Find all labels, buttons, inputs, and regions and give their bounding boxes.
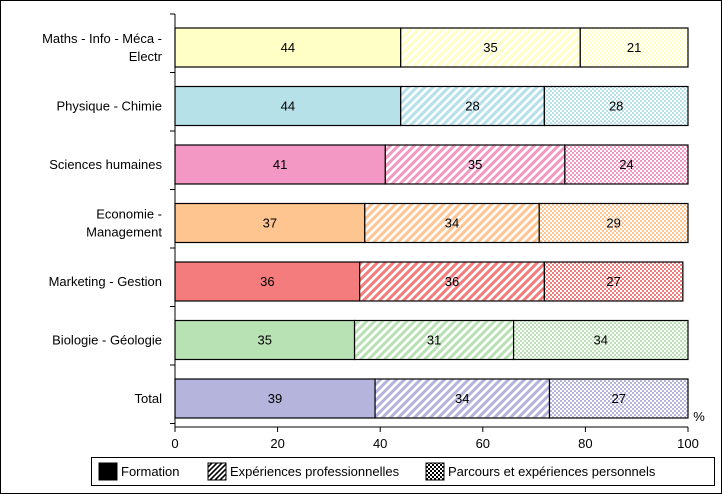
bar-segment: [374, 378, 551, 419]
x-tick-label: 0: [171, 436, 178, 451]
category-label: Maths - Info - Méca -: [42, 31, 162, 46]
legend-swatch: [207, 462, 227, 481]
legend: Formation Expériences professionnelles Par…: [91, 457, 715, 486]
bar-value-label: 29: [606, 216, 620, 231]
bar-value-label: 44: [281, 99, 295, 114]
bar-segment: [174, 144, 386, 185]
bar-segment: [400, 85, 545, 127]
bar-value-label: 28: [609, 99, 623, 114]
bar-value-label: 28: [465, 99, 479, 114]
category-label: Sciences humaines: [49, 157, 162, 172]
bar-segment: [174, 261, 361, 302]
category-label: Economie -: [96, 207, 162, 222]
category-label: Electr: [129, 49, 163, 64]
bar-segment: [174, 27, 402, 68]
bar-segment: [359, 261, 545, 302]
x-tick-label: 80: [578, 436, 592, 451]
legend-box: [91, 457, 715, 486]
bar-value-label: 34: [445, 216, 459, 231]
legend-label: Expériences professionnelles: [230, 464, 400, 479]
bar-segment: [353, 319, 515, 361]
x-unit-label: %: [693, 409, 705, 424]
bar-value-label: 24: [619, 157, 633, 172]
bar-segment: [579, 27, 689, 68]
bar-segment: [548, 378, 689, 419]
bar-segment: [543, 85, 689, 127]
bar-segment: [512, 319, 689, 361]
bar-value-label: 44: [281, 40, 295, 55]
legend-swatch: [98, 462, 118, 481]
category-label: Management: [86, 225, 162, 240]
bar-value-label: 36: [260, 274, 274, 289]
legend-label: Formation: [121, 464, 180, 479]
bar-value-label: 36: [445, 274, 459, 289]
bar-segment: [564, 144, 689, 185]
bar-segment: [543, 261, 684, 302]
x-axis: 0 20 40 60 80 100%: [170, 13, 705, 451]
bar-segment: [400, 27, 581, 68]
bar-value-label: 37: [263, 216, 277, 231]
x-tick-label: 40: [373, 436, 387, 451]
bar-value-label: 31: [427, 333, 441, 348]
bar-segment: [538, 202, 689, 244]
category-label: Marketing - Gestion: [49, 274, 162, 289]
legend-label: Parcours et expériences personnels: [448, 464, 656, 479]
bar-value-label: 35: [258, 333, 272, 348]
legend-swatch: [425, 462, 445, 481]
bar-value-label: 41: [273, 157, 287, 172]
bars-group: 44 35 21 44 28 28 41 35 24 37 34 29 36 36 27 35 31 34 39 34…: [174, 27, 689, 419]
bar-value-label: 34: [455, 391, 469, 406]
category-labels: Maths - Info - Méca - Electr Physique - Ch…: [42, 31, 163, 406]
bar-value-label: 35: [483, 40, 497, 55]
category-label: Physique - Chimie: [57, 99, 163, 114]
bar-value-label: 34: [594, 333, 608, 348]
bar-value-label: 39: [268, 391, 282, 406]
category-label: Biologie - Géologie: [52, 333, 162, 348]
bar-segment: [174, 202, 366, 244]
x-tick-label: 60: [476, 436, 490, 451]
bar-segment: [174, 378, 376, 419]
bar-value-label: 21: [627, 40, 641, 55]
category-label: Total: [135, 391, 163, 406]
x-tick-label: 100: [677, 436, 699, 451]
bar-value-label: 35: [468, 157, 482, 172]
bar-value-label: 27: [606, 274, 620, 289]
x-tick-label: 20: [270, 436, 284, 451]
bar-value-label: 27: [612, 391, 626, 406]
bar-segment: [384, 144, 566, 185]
